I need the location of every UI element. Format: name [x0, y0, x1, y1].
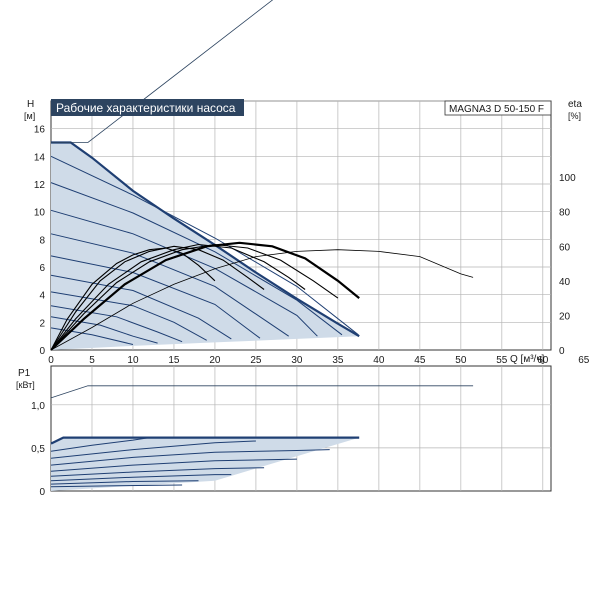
- y-tick-label-h: 12: [34, 180, 46, 191]
- x-tick-label: 45: [414, 355, 426, 366]
- y-tick-label-eta: 40: [559, 277, 571, 288]
- setpoint-curve: [50, 291, 207, 341]
- setpoint-curve: [50, 274, 232, 340]
- model-label: MAGNA3 D 50-150 F: [449, 104, 544, 115]
- upper-series: [50, 0, 474, 351]
- y-tick-label-p1: 1,0: [31, 401, 45, 412]
- x-tick-label: 0: [48, 355, 54, 366]
- x-tick-label: 20: [209, 355, 221, 366]
- setpoint-curve: [50, 327, 134, 345]
- power-curve: [50, 436, 360, 445]
- y-tick-label-h: 8: [39, 235, 45, 246]
- title-box: [51, 99, 244, 116]
- chart-title: Рабочие характеристики насоса: [56, 101, 236, 115]
- y-axis-unit-p1: [кВт]: [16, 380, 35, 390]
- y-tick-label-eta: 20: [559, 311, 571, 322]
- setpoint-curve: [50, 233, 289, 337]
- x-tick-label: 60: [537, 355, 549, 366]
- y-tick-label-eta: 0: [559, 346, 565, 357]
- y-tick-label-h: 2: [39, 318, 45, 329]
- y-tick-label-h: 16: [34, 125, 46, 136]
- x-tick-label: 40: [373, 355, 385, 366]
- power-max-line: [50, 385, 474, 399]
- y-tick-label-h: 10: [34, 208, 46, 219]
- y-axis-label-p1: P1: [18, 368, 31, 379]
- power-curve: [50, 480, 199, 485]
- x-tick-label: 50: [455, 355, 467, 366]
- power-curve: [50, 474, 232, 482]
- y-axis-label-eta: eta: [568, 99, 582, 110]
- setpoint-curve: [50, 182, 343, 336]
- eta-curve: [50, 243, 306, 351]
- setpoint-curve: [50, 255, 261, 339]
- y-tick-label-eta: 80: [559, 208, 571, 219]
- setpoint-curve: [50, 316, 158, 344]
- x-axis-label-q: Q [м³/ч]: [510, 354, 545, 365]
- y-tick-label-p1: 0,5: [31, 444, 45, 455]
- y-tick-label-h: 0: [39, 346, 45, 357]
- y-tick-label-h: 6: [39, 263, 45, 274]
- max-head-curve: [51, 141, 360, 338]
- eta-curve: [50, 247, 216, 351]
- x-tick-label: 15: [168, 355, 180, 366]
- y-axis-unit-h: [м]: [24, 111, 35, 121]
- power-curve: [50, 437, 150, 452]
- eta-curve: [50, 243, 339, 351]
- power-curve: [50, 467, 265, 477]
- y-axis-unit-eta: [%]: [568, 111, 581, 121]
- eta-curve: [50, 241, 360, 351]
- y-tick-label-eta: 100: [559, 173, 576, 184]
- power-curve: [50, 458, 297, 472]
- x-tick-label: 10: [127, 355, 139, 366]
- x-tick-label: 30: [291, 355, 303, 366]
- x-tick-label: 5: [89, 355, 95, 366]
- y-tick-label-h: 14: [34, 152, 46, 163]
- y-tick-label-h: 4: [39, 291, 45, 302]
- setpoint-curve: [50, 155, 359, 336]
- power-curve: [50, 440, 256, 459]
- lower-series: [50, 385, 474, 491]
- y-tick-label-p1: 0: [39, 487, 45, 498]
- x-tick-label: 35: [332, 355, 344, 366]
- model-box: [444, 100, 552, 116]
- eta-curve: [50, 245, 265, 351]
- setpoint-curve: [50, 305, 183, 343]
- max-eta-curve: [50, 249, 474, 351]
- power-curve: [50, 449, 330, 466]
- x-tick-label: 65: [578, 355, 590, 366]
- y-axis-label-h: H: [27, 99, 34, 110]
- y-tick-label-eta: 60: [559, 242, 571, 253]
- x-tick-label: 25: [250, 355, 262, 366]
- system-line: [51, 0, 274, 143]
- power-curve: [50, 484, 183, 488]
- x-tick-label: 55: [496, 355, 508, 366]
